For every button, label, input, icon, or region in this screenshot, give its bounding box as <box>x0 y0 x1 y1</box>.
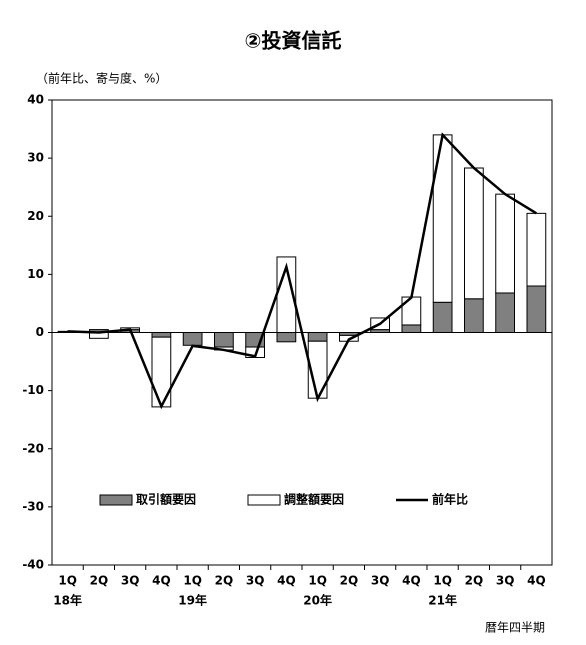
x-tick-label: 2Q <box>215 574 234 588</box>
bar <box>401 296 422 326</box>
y-tick-label: -30 <box>22 499 44 513</box>
y-tick-label: -20 <box>22 441 44 455</box>
bar <box>526 212 547 287</box>
unit-label: （前年比、寄与度、%） <box>36 71 167 86</box>
bar <box>464 298 484 334</box>
chart-title: ②投資信託 <box>245 29 342 53</box>
x-tick-label: 1Q <box>58 574 77 588</box>
x-tick-label: 4Q <box>527 574 546 588</box>
y-tick-label: 40 <box>27 93 44 107</box>
year-label: 21年 <box>428 593 457 608</box>
x-tick-label: 2Q <box>340 574 359 588</box>
x-tick-label: 3Q <box>246 574 265 588</box>
bar <box>526 285 547 333</box>
x-tick-label: 4Q <box>402 574 421 588</box>
x-tick-label: 4Q <box>277 574 296 588</box>
bar <box>214 332 234 348</box>
x-tick-label: 3Q <box>371 574 390 588</box>
bar <box>276 332 297 343</box>
bar <box>464 167 484 300</box>
bar <box>401 324 422 334</box>
legend-label: 取引額要因 <box>136 492 196 507</box>
y-tick-label: 30 <box>27 151 44 165</box>
year-label: 18年 <box>53 593 82 608</box>
year-label: 19年 <box>178 593 207 608</box>
year-label: 20年 <box>303 593 332 608</box>
legend-label: 前年比 <box>432 492 468 507</box>
y-tick-label: 0 <box>36 325 44 339</box>
x-tick-label: 3Q <box>496 574 515 588</box>
x-tick-label: 2Q <box>90 574 109 588</box>
x-tick-label: 4Q <box>152 574 171 588</box>
y-tick-label: -10 <box>22 383 44 397</box>
legend-swatch <box>247 494 281 506</box>
bar <box>432 301 453 333</box>
x-tick-label: 3Q <box>121 574 140 588</box>
bar <box>151 336 172 408</box>
legend-label: 調整額要因 <box>284 492 344 507</box>
bar <box>151 332 172 338</box>
y-tick-label: -40 <box>22 558 44 572</box>
y-tick-label: 20 <box>27 209 44 223</box>
bar <box>432 134 453 303</box>
x-tick-label: 1Q <box>308 574 327 588</box>
bar <box>495 193 515 294</box>
bar <box>307 332 328 342</box>
x-axis-label: 暦年四半期 <box>485 621 545 635</box>
bar <box>495 292 515 334</box>
line <box>67 132 538 410</box>
x-tick-label: 1Q <box>433 574 452 588</box>
x-tick-label: 1Q <box>183 574 202 588</box>
x-tick-label: 2Q <box>465 574 484 588</box>
legend-swatch <box>99 494 133 506</box>
bar <box>182 332 203 346</box>
y-tick-label: 10 <box>27 267 44 281</box>
